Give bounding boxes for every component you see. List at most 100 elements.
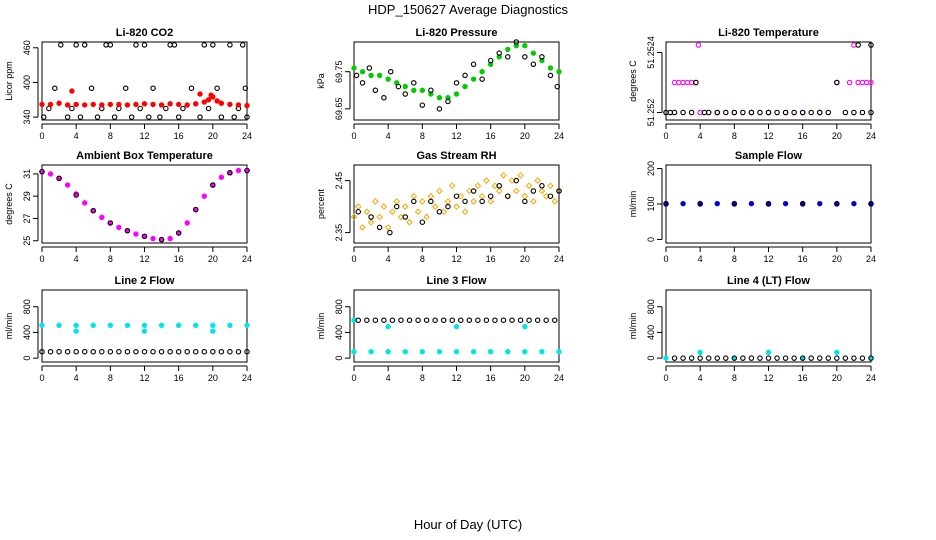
data-point bbox=[73, 101, 79, 108]
data-point bbox=[487, 57, 494, 64]
data-point bbox=[359, 80, 366, 86]
data-point bbox=[141, 233, 148, 240]
data-point bbox=[453, 193, 460, 199]
data-point bbox=[859, 109, 866, 116]
data-point bbox=[385, 349, 391, 355]
data-point bbox=[64, 114, 71, 120]
y-tick-label: 400 bbox=[334, 325, 344, 340]
data-point bbox=[436, 209, 443, 215]
data-point bbox=[116, 224, 122, 231]
data-point bbox=[449, 317, 455, 323]
data-point bbox=[389, 208, 396, 216]
data-point bbox=[163, 105, 169, 112]
x-tick-label: 12 bbox=[139, 131, 149, 141]
data-point bbox=[141, 328, 148, 334]
data-point bbox=[193, 101, 199, 107]
data-point bbox=[359, 69, 366, 75]
x-tick-label: 12 bbox=[139, 254, 149, 264]
chart-panel-2: Li-820 Pressure kPa 0 4 8 12 16 20 24 69.65 69.75 bbox=[316, 27, 564, 141]
data-point bbox=[799, 355, 806, 361]
y-tick-label: 340 bbox=[22, 110, 32, 125]
data-point bbox=[227, 101, 233, 108]
data-point bbox=[406, 317, 413, 323]
data-point bbox=[505, 349, 511, 355]
x-tick-label: 12 bbox=[139, 373, 149, 383]
data-point bbox=[419, 102, 426, 108]
data-point bbox=[244, 114, 250, 120]
data-point bbox=[495, 187, 503, 195]
y-tick-label: 69.65 bbox=[334, 98, 344, 121]
data-point bbox=[556, 69, 562, 75]
data-point bbox=[505, 46, 511, 53]
data-point bbox=[124, 322, 131, 329]
chart-title: Li-820 Temperature bbox=[718, 27, 819, 39]
data-point bbox=[440, 317, 447, 323]
data-point bbox=[56, 322, 62, 329]
data-point bbox=[774, 109, 780, 116]
series-2 bbox=[663, 42, 874, 116]
data-point bbox=[124, 348, 131, 355]
data-point bbox=[496, 183, 502, 189]
data-point bbox=[116, 101, 122, 108]
data-point bbox=[401, 203, 409, 210]
data-point bbox=[158, 236, 165, 243]
data-point bbox=[757, 109, 763, 116]
data-point bbox=[395, 83, 402, 90]
data-point bbox=[150, 101, 156, 108]
data-point bbox=[402, 349, 408, 355]
data-point bbox=[124, 227, 131, 234]
data-point bbox=[372, 87, 379, 94]
plot-frame bbox=[41, 164, 248, 244]
y-axis-label: kPa bbox=[316, 73, 326, 89]
data-point bbox=[714, 355, 720, 361]
y-tick-label: 29 bbox=[22, 191, 32, 201]
y-axis-label: Licor ppm bbox=[4, 61, 14, 101]
data-point bbox=[547, 193, 554, 199]
data-point bbox=[376, 224, 383, 231]
x-tick-label: 0 bbox=[39, 373, 44, 383]
x-tick-label: 20 bbox=[832, 254, 842, 264]
data-point bbox=[175, 322, 182, 329]
x-tick-label: 24 bbox=[554, 373, 564, 383]
data-point bbox=[410, 192, 418, 200]
data-point bbox=[64, 182, 71, 188]
data-point bbox=[73, 328, 79, 334]
data-point bbox=[94, 114, 101, 120]
data-point bbox=[210, 182, 216, 188]
series-1 bbox=[351, 43, 562, 101]
x-tick-label: 8 bbox=[732, 373, 737, 383]
x-tick-label: 16 bbox=[798, 373, 808, 383]
data-point bbox=[107, 42, 114, 48]
data-point bbox=[193, 322, 199, 329]
data-point bbox=[111, 114, 118, 120]
data-point bbox=[551, 317, 558, 323]
data-point bbox=[554, 83, 561, 90]
data-point bbox=[671, 355, 678, 361]
chart-panel-8: Line 3 Flow ml/min 0 4 8 12 16 20 24 0 400 800 bbox=[316, 275, 564, 383]
x-tick-label: 24 bbox=[554, 131, 564, 141]
y-tick-label: 800 bbox=[22, 299, 32, 314]
data-point bbox=[351, 349, 357, 355]
data-point bbox=[859, 355, 866, 361]
data-point bbox=[201, 193, 207, 199]
data-point bbox=[158, 322, 165, 329]
data-point bbox=[436, 106, 443, 112]
data-point bbox=[184, 348, 190, 355]
data-point bbox=[688, 355, 695, 361]
data-point bbox=[868, 355, 874, 361]
x-tick-label: 16 bbox=[486, 254, 496, 264]
x-tick-label: 20 bbox=[208, 373, 218, 383]
data-point bbox=[133, 348, 139, 355]
data-point bbox=[158, 348, 165, 355]
x-tick-label: 4 bbox=[74, 131, 79, 141]
data-point bbox=[547, 65, 554, 71]
data-point bbox=[731, 200, 738, 207]
data-point bbox=[411, 198, 417, 205]
x-tick-label: 16 bbox=[486, 131, 496, 141]
data-point bbox=[107, 322, 114, 329]
data-point bbox=[500, 172, 507, 179]
data-point bbox=[227, 322, 233, 329]
data-point bbox=[376, 213, 383, 221]
data-point bbox=[714, 200, 720, 207]
series-2 bbox=[355, 177, 562, 236]
